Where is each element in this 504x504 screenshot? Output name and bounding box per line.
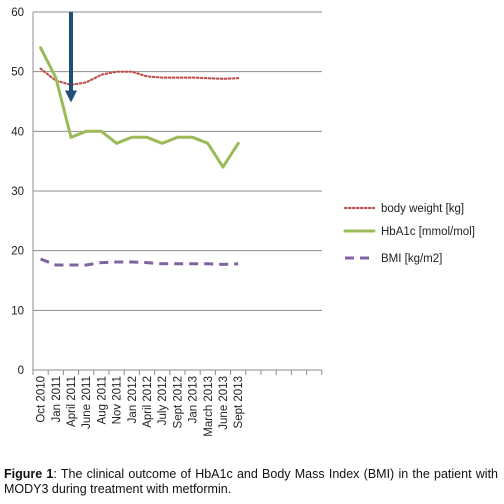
legend-label: body weight [kg]	[381, 203, 464, 215]
y-tick-label: 60	[11, 7, 24, 19]
x-tick-label: Jan 2011	[51, 376, 63, 422]
x-tick-label: Aug 2011	[96, 376, 108, 424]
y-tick-label: 0	[18, 365, 24, 377]
y-tick-label: 30	[11, 186, 24, 198]
series-line	[39, 67, 240, 86]
x-tick-label: April 2011	[66, 376, 78, 427]
x-tick-label: March 2013	[203, 376, 215, 437]
series-line	[40, 257, 239, 267]
gridlines	[33, 11, 322, 311]
x-tick-label: July 2012	[157, 376, 169, 425]
x-tick-label: April 2012	[142, 376, 154, 428]
x-tick-label: Oct 2010	[36, 376, 48, 423]
x-tick-label: June 2013	[218, 376, 230, 430]
annotation-arrow-head	[65, 90, 77, 103]
x-tick-label: June 2011	[81, 376, 93, 429]
x-tick-label: Sept 2012	[172, 376, 184, 428]
figure-label: Figure 1	[4, 467, 54, 481]
y-tick-label: 40	[11, 126, 24, 138]
y-tick-label: 10	[11, 305, 24, 317]
x-tick-label: Sept 2013	[233, 376, 245, 428]
x-tick-label: Nov 2011	[112, 376, 124, 424]
y-tick-label: 20	[11, 246, 24, 258]
annotations	[65, 12, 77, 103]
y-tick-label: 50	[11, 67, 24, 79]
legend-label: HbA1c [mmol/mol]	[381, 226, 475, 238]
x-tick-label: Jan 2012	[127, 376, 139, 423]
figure-caption: Figure 1: The clinical outcome of HbA1c …	[4, 467, 498, 497]
series-line	[39, 46, 240, 169]
legend: body weight [kg] HbA1c [mmol/mol] BMI [kg/…	[343, 203, 475, 265]
x-tick-label: Jan 2013	[188, 376, 200, 423]
caption-text: : The clinical outcome of HbA1c and Body…	[4, 467, 499, 496]
legend-label: BMI [kg/m2]	[381, 253, 442, 265]
data-series	[39, 46, 240, 267]
